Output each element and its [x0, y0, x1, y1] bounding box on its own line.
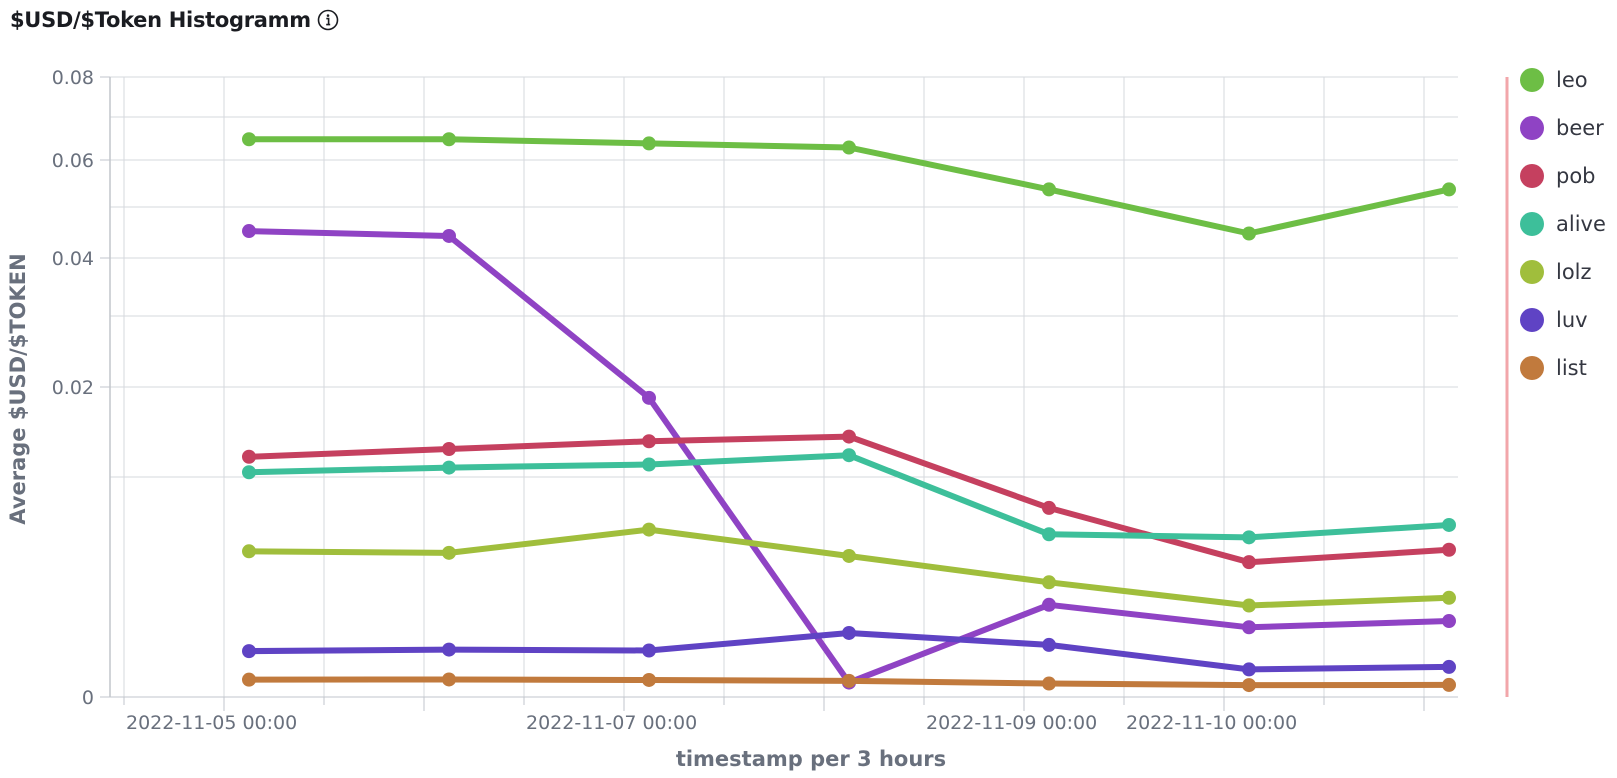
- data-point-alive[interactable]: [642, 457, 656, 472]
- data-point-beer[interactable]: [442, 228, 456, 243]
- legend-label: leo: [1556, 68, 1588, 92]
- y-axis-title: Average $USD/$TOKEN: [6, 253, 30, 524]
- legend-item-alive[interactable]: alive: [1520, 212, 1606, 236]
- series-pob: [242, 429, 1456, 570]
- data-point-list[interactable]: [642, 672, 656, 687]
- legend-swatch: [1520, 164, 1544, 188]
- series-line-alive: [246, 452, 1452, 541]
- data-point-beer[interactable]: [242, 224, 256, 239]
- y-tick-label: 0.02: [52, 377, 94, 399]
- data-point-list[interactable]: [1042, 676, 1056, 691]
- legend-item-luv[interactable]: luv: [1520, 308, 1588, 332]
- data-point-lolz[interactable]: [442, 545, 456, 560]
- data-point-lolz[interactable]: [642, 522, 656, 537]
- data-point-pob[interactable]: [1442, 542, 1456, 557]
- data-point-list[interactable]: [1442, 677, 1456, 692]
- series-line-lolz: [246, 526, 1452, 609]
- x-tick-label: 2022-11-05 00:00: [126, 712, 297, 734]
- data-point-luv[interactable]: [442, 642, 456, 657]
- data-point-beer[interactable]: [1242, 620, 1256, 635]
- legend-item-leo[interactable]: leo: [1520, 68, 1588, 92]
- chart-grid: [110, 76, 1458, 698]
- chart-title: $USD/$Token Histogramm: [10, 5, 339, 35]
- data-point-beer[interactable]: [642, 390, 656, 405]
- legend-label: beer: [1556, 116, 1604, 140]
- data-point-lolz[interactable]: [842, 548, 856, 563]
- data-point-list[interactable]: [842, 673, 856, 688]
- x-tick-label: 2022-11-07 00:00: [526, 712, 697, 734]
- series-alive: [242, 448, 1456, 545]
- data-point-alive[interactable]: [242, 465, 256, 480]
- legend-swatch: [1520, 116, 1544, 140]
- data-point-leo[interactable]: [442, 132, 456, 147]
- x-tick-label: 2022-11-09 00:00: [926, 712, 1097, 734]
- chart-title-text: $USD/$Token Histogramm: [10, 8, 311, 32]
- data-point-beer[interactable]: [1042, 597, 1056, 612]
- data-point-pob[interactable]: [1042, 500, 1056, 515]
- series-lolz: [242, 522, 1456, 613]
- chart-legend: leo beer pob alive lolz luv list: [1520, 68, 1606, 380]
- legend-swatch: [1520, 356, 1544, 380]
- data-point-luv[interactable]: [242, 644, 256, 659]
- data-point-alive[interactable]: [442, 460, 456, 475]
- data-point-luv[interactable]: [1442, 659, 1456, 674]
- legend-swatch: [1520, 68, 1544, 92]
- chart-axes: 0 0.02 0.04 0.06 0.08 2022-11-05 00:00 2022-11…: [52, 67, 1509, 734]
- data-point-luv[interactable]: [642, 643, 656, 658]
- data-point-alive[interactable]: [1242, 530, 1256, 545]
- series-luv: [242, 625, 1456, 677]
- data-point-lolz[interactable]: [242, 544, 256, 559]
- legend-label: alive: [1556, 212, 1606, 236]
- data-point-luv[interactable]: [1042, 637, 1056, 652]
- data-point-lolz[interactable]: [1242, 598, 1256, 613]
- legend-item-lolz[interactable]: lolz: [1520, 260, 1592, 284]
- y-tick-label: 0: [82, 687, 94, 709]
- y-tick-label: 0.08: [52, 67, 94, 89]
- legend-swatch: [1520, 212, 1544, 236]
- data-point-alive[interactable]: [1042, 527, 1056, 542]
- data-point-pob[interactable]: [1242, 555, 1256, 570]
- data-point-pob[interactable]: [442, 442, 456, 456]
- chart-series: [242, 132, 1456, 693]
- legend-item-pob[interactable]: pob: [1520, 164, 1596, 188]
- legend-label: pob: [1556, 164, 1596, 188]
- data-point-leo[interactable]: [842, 140, 856, 155]
- data-point-alive[interactable]: [842, 448, 856, 463]
- series-list: [242, 672, 1456, 693]
- legend-label: lolz: [1556, 260, 1592, 284]
- legend-label: luv: [1556, 308, 1588, 332]
- data-point-list[interactable]: [1242, 678, 1256, 693]
- y-tick-label: 0.04: [52, 248, 94, 270]
- series-leo: [242, 132, 1456, 241]
- data-point-lolz[interactable]: [1442, 590, 1456, 605]
- y-tick-label: 0.06: [52, 150, 94, 172]
- legend-item-beer[interactable]: beer: [1520, 116, 1604, 140]
- legend-label: list: [1556, 356, 1587, 380]
- data-point-pob[interactable]: [842, 429, 856, 444]
- data-point-pob[interactable]: [642, 434, 656, 449]
- data-point-leo[interactable]: [1442, 182, 1456, 197]
- data-point-list[interactable]: [442, 672, 456, 687]
- data-point-leo[interactable]: [1042, 182, 1056, 197]
- legend-swatch: [1520, 260, 1544, 284]
- legend-swatch: [1520, 308, 1544, 332]
- data-point-leo[interactable]: [1242, 226, 1256, 241]
- data-point-leo[interactable]: [242, 132, 256, 147]
- info-circle-icon[interactable]: [317, 9, 339, 31]
- x-tick-label: 2022-11-10 00:00: [1126, 712, 1297, 734]
- data-point-luv[interactable]: [1242, 662, 1256, 677]
- x-axis-title: timestamp per 3 hours: [676, 747, 946, 771]
- data-point-pob[interactable]: [242, 449, 256, 464]
- data-point-list[interactable]: [242, 672, 256, 687]
- data-point-beer[interactable]: [1442, 614, 1456, 629]
- data-point-lolz[interactable]: [1042, 575, 1056, 590]
- data-point-luv[interactable]: [842, 625, 856, 640]
- data-point-leo[interactable]: [642, 136, 656, 151]
- legend-item-list[interactable]: list: [1520, 356, 1587, 380]
- data-point-alive[interactable]: [1442, 517, 1456, 532]
